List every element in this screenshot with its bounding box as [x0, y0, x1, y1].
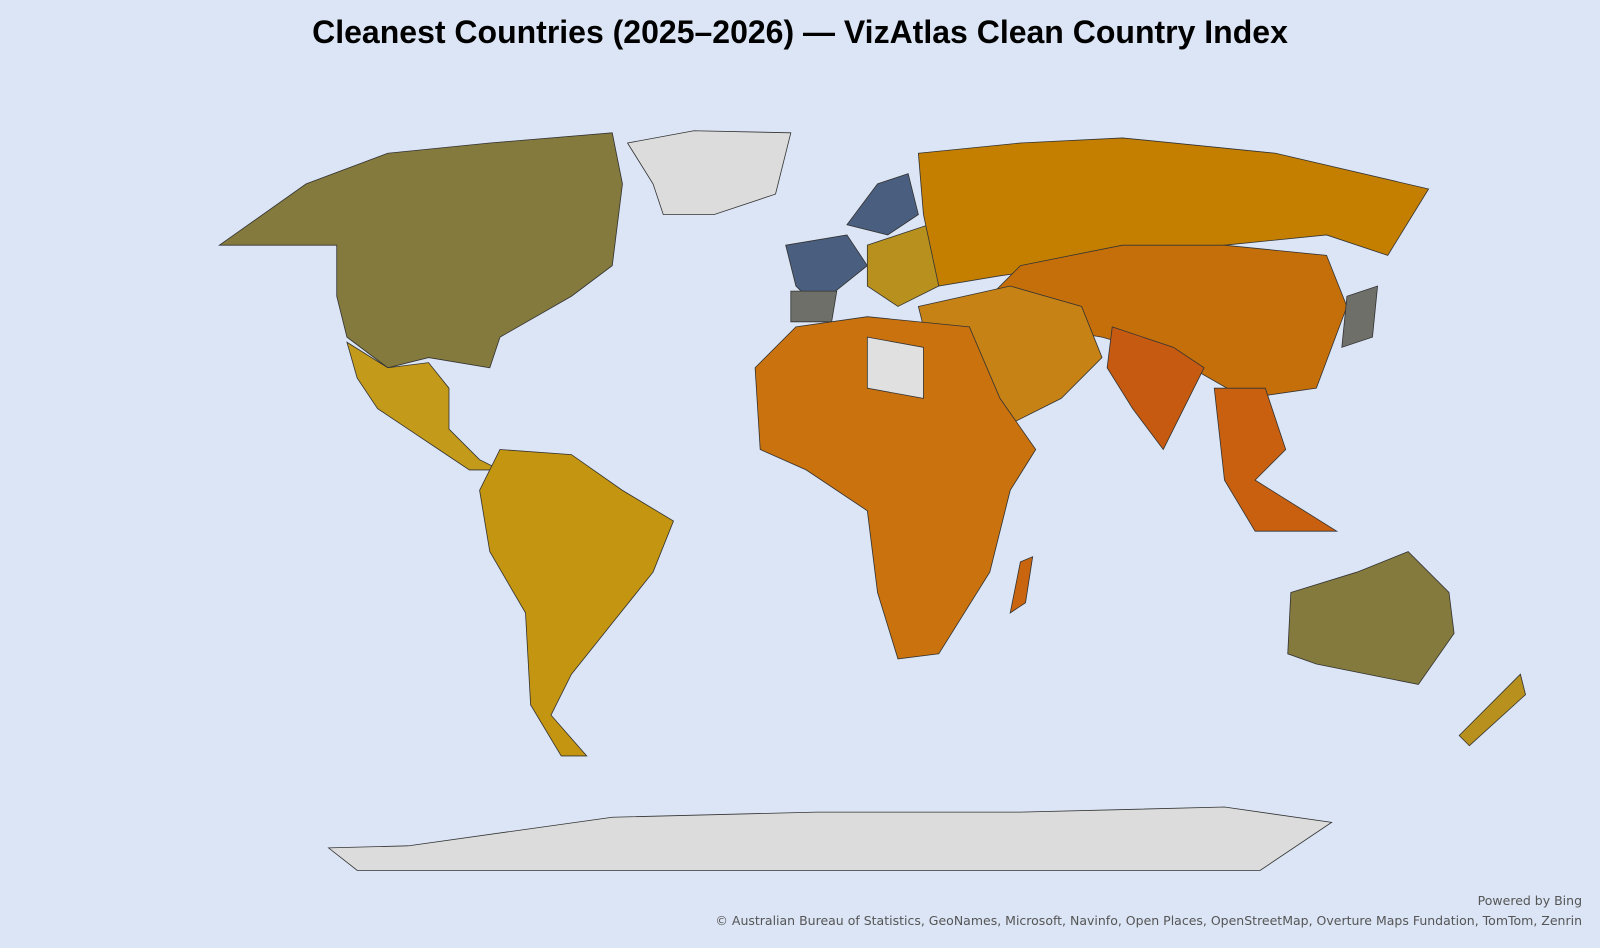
russia	[917, 137, 1430, 287]
greenland	[626, 130, 792, 215]
credits: © Australian Bureau of Statistics, GeoNa…	[715, 913, 1582, 928]
madagascar	[1009, 556, 1034, 614]
india	[1106, 326, 1205, 451]
powered-by: Powered by Bing	[1477, 893, 1582, 908]
africa	[754, 316, 1037, 660]
libya	[866, 336, 924, 399]
antarctica	[327, 806, 1333, 871]
japan	[1341, 285, 1379, 348]
iberia	[790, 290, 838, 323]
south-america	[479, 449, 674, 757]
western-europe	[785, 234, 868, 308]
map-title: Cleanest Countries (2025–2026) — VizAtla…	[312, 14, 1288, 50]
scandinavia	[846, 173, 919, 236]
new-zealand	[1458, 673, 1526, 747]
eastern-europe	[866, 224, 940, 307]
north-america	[218, 132, 623, 369]
southeast-asia	[1213, 387, 1339, 532]
australia	[1287, 551, 1455, 685]
